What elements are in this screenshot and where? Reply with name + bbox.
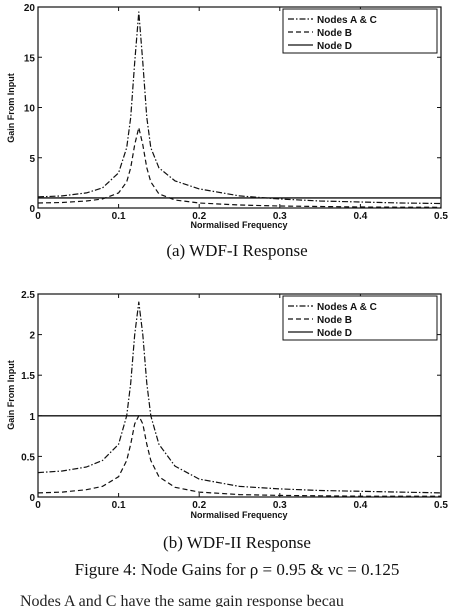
body-text-fragment: Nodes A and C have the same gain respons…	[20, 593, 344, 607]
y-tick-label: 1	[29, 412, 35, 423]
y-tick-label: 2.5	[21, 290, 35, 301]
legend-box	[282, 295, 438, 341]
x-tick-label: 0.5	[434, 211, 448, 222]
y-tick-label: 0	[29, 493, 35, 504]
x-tick-label: 0.3	[273, 500, 287, 511]
plot-area-b	[37, 293, 442, 498]
series-line-node-b	[37, 415, 441, 497]
y-tick-label: 10	[24, 104, 36, 115]
panel-b: Gain From Input Normalised Frequency (b)…	[6, 293, 442, 552]
series-line-nodes-a-c	[37, 11, 442, 205]
x-tick-label: 0	[35, 500, 41, 511]
y-tick-label: 5	[29, 154, 35, 165]
y-tick-label: 0	[29, 204, 35, 215]
caption-a: (a) WDF-I Response	[166, 241, 307, 260]
x-tick-label: 0.5	[434, 500, 448, 511]
x-tick-label: 0.3	[273, 211, 287, 222]
y-axis-label-a: Gain From Input	[6, 73, 16, 143]
series-line-nodes-a-c	[37, 301, 442, 494]
legend: Nodes A & C Node B Node D	[282, 295, 438, 341]
x-tick-label: 0	[35, 211, 41, 222]
chart-a-marks: 0 0.1 0.2 0.3 0.4 0.5 0 5 10 15 20 Nodes A & C Node …	[24, 3, 449, 222]
y-tick-label: 1.5	[21, 371, 35, 382]
x-axis-label-b: Normalised Frequency	[190, 510, 287, 520]
caption-b: (b) WDF-II Response	[163, 533, 311, 552]
x-tick-label: 0.4	[353, 211, 367, 222]
legend-label: Nodes A & C	[317, 15, 377, 26]
legend-label: Node D	[317, 41, 352, 52]
y-tick-label: 20	[24, 3, 36, 14]
x-tick-label: 0.4	[353, 500, 367, 511]
figure-caption: Figure 4: Node Gains for ρ = 0.95 & νc =…	[75, 560, 400, 579]
legend-label: Nodes A & C	[317, 302, 377, 313]
x-tick-label: 0.2	[192, 211, 206, 222]
x-tick-label: 0.1	[112, 500, 126, 511]
y-tick-label: 0.5	[21, 452, 35, 463]
series-line-node-b	[37, 126, 442, 208]
legend-label: Node B	[317, 28, 352, 39]
legend-label: Node D	[317, 328, 352, 339]
y-tick-label: 15	[24, 53, 36, 64]
x-tick-label: 0.2	[192, 500, 206, 511]
y-tick-label: 2	[29, 331, 35, 342]
legend-box	[282, 8, 438, 54]
legend: Nodes A & C Node B Node D	[282, 8, 438, 54]
legend-label: Node B	[317, 315, 352, 326]
y-axis-label-b: Gain From Input	[6, 360, 16, 430]
x-axis-label-a: Normalised Frequency	[190, 220, 287, 230]
x-tick-label: 0.1	[112, 211, 126, 222]
